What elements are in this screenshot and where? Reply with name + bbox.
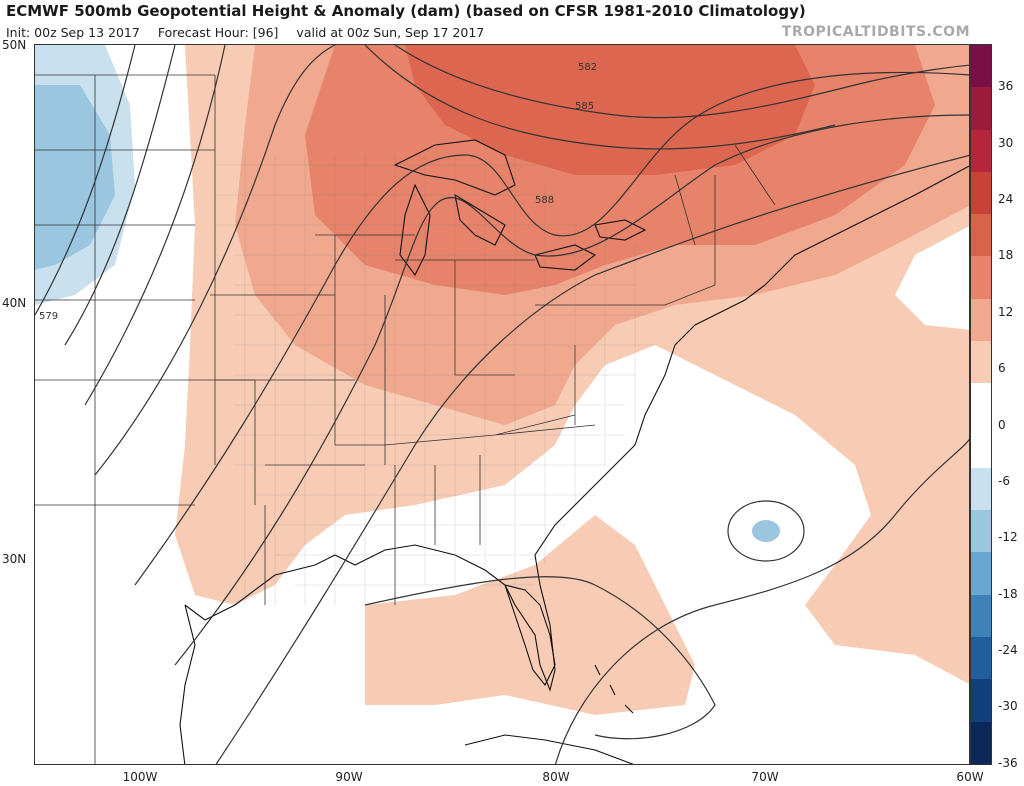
contour-label: 588 bbox=[535, 195, 554, 206]
map-title: ECMWF 500mb Geopotential Height & Anomal… bbox=[6, 2, 806, 20]
lat-label-30n: 30N bbox=[2, 552, 27, 566]
colorbar-segment bbox=[971, 636, 991, 680]
anomaly-map: 582 585 588 579 bbox=[34, 44, 970, 765]
colorbar-segment bbox=[971, 340, 991, 384]
colorbar-segment bbox=[971, 552, 991, 595]
contour-label: 585 bbox=[575, 101, 594, 112]
colorbar-tick-label: 36 bbox=[998, 79, 1014, 94]
colorbar-segment bbox=[971, 679, 991, 722]
colorbar-tick-label: -6 bbox=[998, 473, 1010, 488]
colorbar-segment bbox=[971, 510, 991, 553]
lon-label-60w: 60W bbox=[956, 770, 984, 784]
brand-logo: TROPICALTIDBITS.COM bbox=[781, 24, 970, 40]
colorbar-tick-label: 0 bbox=[998, 417, 1006, 432]
init-time: Init: 00z Sep 13 2017 bbox=[6, 25, 140, 40]
colorbar-tick-label: 18 bbox=[998, 248, 1014, 263]
lat-label-50n: 50N bbox=[2, 38, 27, 52]
lon-label-90w: 90W bbox=[335, 770, 363, 784]
colorbar-segment bbox=[971, 425, 991, 468]
lon-label-100w: 100W bbox=[122, 770, 158, 784]
colorbar-tick-label: 24 bbox=[998, 192, 1014, 207]
contour-labels: 582 585 588 579 bbox=[39, 62, 597, 322]
colorbar-segment bbox=[971, 383, 991, 426]
colorbar-segment bbox=[971, 467, 991, 511]
valid-time: valid at 00z Sun, Sep 17 2017 bbox=[296, 25, 485, 40]
map-canvas: 582 585 588 579 bbox=[35, 45, 969, 764]
colorbar-tick-label: -24 bbox=[998, 643, 1018, 658]
map-subtitle: Init: 00z Sep 13 2017 Forecast Hour: [96… bbox=[6, 25, 498, 40]
colorbar-tick-label: -18 bbox=[998, 586, 1018, 601]
colorbar-segment bbox=[971, 298, 991, 341]
colorbar-segment bbox=[971, 171, 991, 215]
colorbar-segment bbox=[971, 87, 991, 130]
colorbar bbox=[970, 44, 992, 765]
colorbar-tick-label: -12 bbox=[998, 530, 1018, 545]
lon-label-80w: 80W bbox=[542, 770, 570, 784]
colorbar-segment bbox=[971, 45, 991, 88]
colorbar-segment bbox=[971, 129, 991, 172]
colorbar-segment bbox=[971, 594, 991, 637]
colorbar-tick-label: 6 bbox=[998, 361, 1006, 376]
colorbar-segment bbox=[971, 214, 991, 257]
lat-label-40n: 40N bbox=[2, 296, 27, 310]
colorbar-tick-label: -36 bbox=[998, 755, 1018, 770]
lon-label-70w: 70W bbox=[751, 770, 779, 784]
contour-label: 579 bbox=[39, 311, 58, 322]
colorbar-segment bbox=[971, 256, 991, 299]
colorbar-segment bbox=[971, 721, 991, 764]
forecast-hour: Forecast Hour: [96] bbox=[157, 25, 279, 40]
height-contours bbox=[35, 45, 969, 764]
colorbar-tick-label: 30 bbox=[998, 135, 1014, 150]
colorbar-tick-label: 12 bbox=[998, 304, 1014, 319]
colorbar-tick-label: -30 bbox=[998, 699, 1018, 714]
contour-label: 582 bbox=[578, 62, 597, 73]
coastlines bbox=[179, 139, 969, 764]
